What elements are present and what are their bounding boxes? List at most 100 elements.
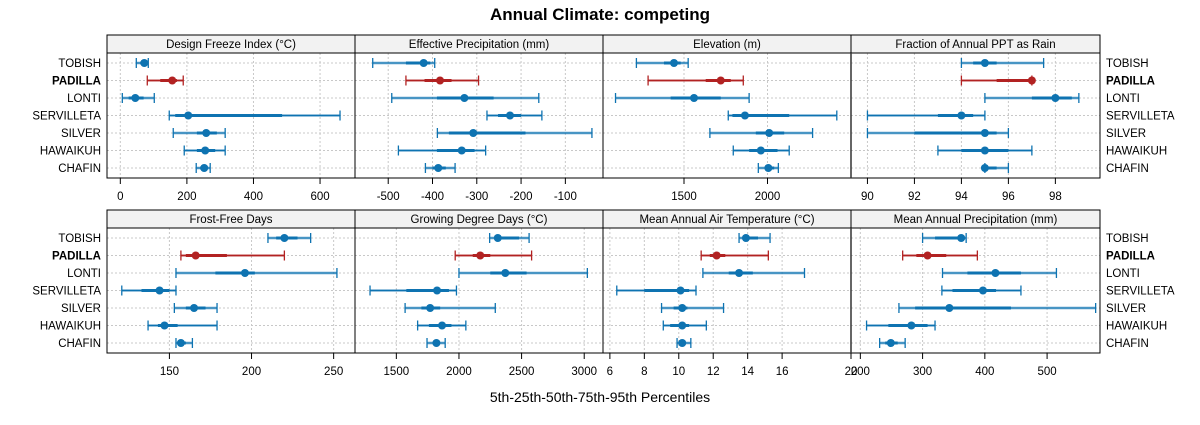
median-point: [506, 111, 514, 120]
x-tick-label: 200: [242, 366, 261, 378]
site-interval-silver: [709, 128, 814, 138]
site-interval-tobish: [635, 58, 689, 68]
x-tick-label: 600: [310, 191, 329, 203]
panel-3: Elevation (m) 1500 2000: [602, 34, 852, 203]
x-tick-label: 200: [177, 191, 196, 203]
median-point: [712, 251, 721, 260]
site-interval-lonti: [175, 268, 338, 278]
site-interval-hawaikuh: [416, 320, 467, 331]
median-point: [945, 304, 954, 312]
site-interval-chafin: [980, 163, 1010, 173]
site-interval-padilla: [405, 75, 480, 86]
median-point: [131, 94, 140, 102]
x-tick-label: 10: [672, 366, 685, 378]
x-tick-label: 2000: [446, 366, 472, 378]
x-tick-label: 2500: [509, 366, 535, 378]
median-point: [419, 59, 428, 67]
x-tick-label: 92: [908, 191, 921, 203]
median-point: [184, 111, 193, 120]
site-interval-chafin: [195, 163, 211, 173]
y-tick-label-left: PADILLA: [52, 76, 101, 88]
site-interval-hawaikuh: [397, 145, 487, 156]
median-point: [168, 76, 177, 85]
x-tick-label: 400: [975, 366, 994, 378]
x-tick-label: -100: [554, 191, 577, 203]
y-tick-label-left: TOBISH: [58, 233, 101, 245]
panel-title: Fraction of Annual PPT as Rain: [895, 39, 1055, 51]
panel-title: Elevation (m): [693, 39, 761, 51]
x-tick-label: -200: [510, 191, 533, 203]
y-tick-label-right: CHAFIN: [1106, 163, 1149, 175]
y-tick-label-left: PADILLA: [52, 251, 101, 263]
median-point: [176, 339, 185, 347]
site-interval-hawaikuh: [147, 320, 218, 331]
panel-title: Mean Annual Air Temperature (°C): [639, 214, 814, 226]
median-point: [493, 234, 502, 242]
site-interval-silver: [660, 303, 725, 313]
x-tick-label: 2000: [755, 191, 781, 203]
median-point: [907, 321, 916, 330]
median-point: [155, 286, 164, 295]
median-point: [476, 251, 485, 260]
site-interval-lonti: [941, 268, 1058, 278]
x-tick-label: 20: [845, 366, 858, 378]
x-axis-label: 5th-25th-50th-75th-95th Percentiles: [489, 389, 711, 405]
y-tick-label-right: CHAFIN: [1106, 338, 1149, 350]
site-interval-silver: [436, 128, 593, 138]
x-tick-label: 400: [244, 191, 263, 203]
x-tick-label: 16: [776, 366, 789, 378]
median-point: [438, 321, 447, 330]
y-tick-label-right: TOBISH: [1106, 58, 1149, 70]
x-tick-label: -300: [465, 191, 488, 203]
x-tick-label: 12: [707, 366, 720, 378]
y-tick-label-right: HAWAIKUH: [1106, 321, 1167, 333]
median-point: [432, 339, 441, 347]
panel-title: Effective Precipitation (mm): [409, 39, 550, 51]
median-point: [160, 321, 169, 330]
median-point: [886, 339, 895, 347]
panel-2: Effective Precipitation (mm) -500 -400 -300…: [354, 34, 604, 203]
median-point: [765, 129, 774, 137]
x-tick-label: 1500: [384, 366, 410, 378]
site-interval-hawaikuh: [183, 145, 226, 156]
x-tick-label: 300: [913, 366, 932, 378]
site-interval-chafin: [757, 163, 780, 173]
median-point: [1051, 94, 1060, 102]
median-point: [678, 339, 687, 347]
x-tick-label: 150: [160, 366, 179, 378]
site-interval-tobish: [267, 233, 312, 243]
site-interval-tobish: [372, 58, 436, 68]
y-tick-label-left: LONTI: [67, 93, 101, 105]
median-point: [991, 269, 1000, 277]
site-interval-silver: [173, 303, 218, 313]
x-tick-label: 98: [1049, 191, 1062, 203]
median-point: [740, 111, 749, 120]
median-point: [240, 269, 249, 277]
median-point: [669, 59, 678, 67]
median-point: [191, 251, 200, 260]
x-tick-label: 90: [861, 191, 874, 203]
x-tick-label: 94: [955, 191, 968, 203]
x-tick-label: 6: [607, 366, 613, 378]
panel-7: Mean Annual Air Temperature (°C) 6 8 10 12 14…: [602, 209, 858, 378]
site-interval-servilleta: [866, 110, 986, 121]
y-tick-label-left: SILVER: [61, 303, 101, 315]
median-point: [980, 164, 989, 172]
y-tick-label-left: CHAFIN: [58, 338, 101, 350]
median-point: [190, 304, 199, 312]
median-point: [980, 59, 989, 67]
y-tick-label-right: SERVILLETA: [1106, 111, 1175, 123]
median-point: [457, 146, 466, 155]
y-tick-label-right: HAWAIKUH: [1106, 146, 1167, 158]
median-point: [957, 234, 966, 242]
site-interval-padilla: [180, 250, 286, 261]
median-point: [716, 76, 725, 85]
y-tick-label-right: SERVILLETA: [1106, 286, 1175, 298]
median-point: [501, 269, 510, 277]
y-tick-label-left: SERVILLETA: [32, 111, 101, 123]
x-tick-label: 8: [641, 366, 647, 378]
panel-title: Mean Annual Precipitation (mm): [894, 214, 1058, 226]
site-interval-silver: [866, 128, 1010, 138]
panel-title: Frost-Free Days: [189, 214, 272, 226]
median-point: [460, 94, 469, 102]
